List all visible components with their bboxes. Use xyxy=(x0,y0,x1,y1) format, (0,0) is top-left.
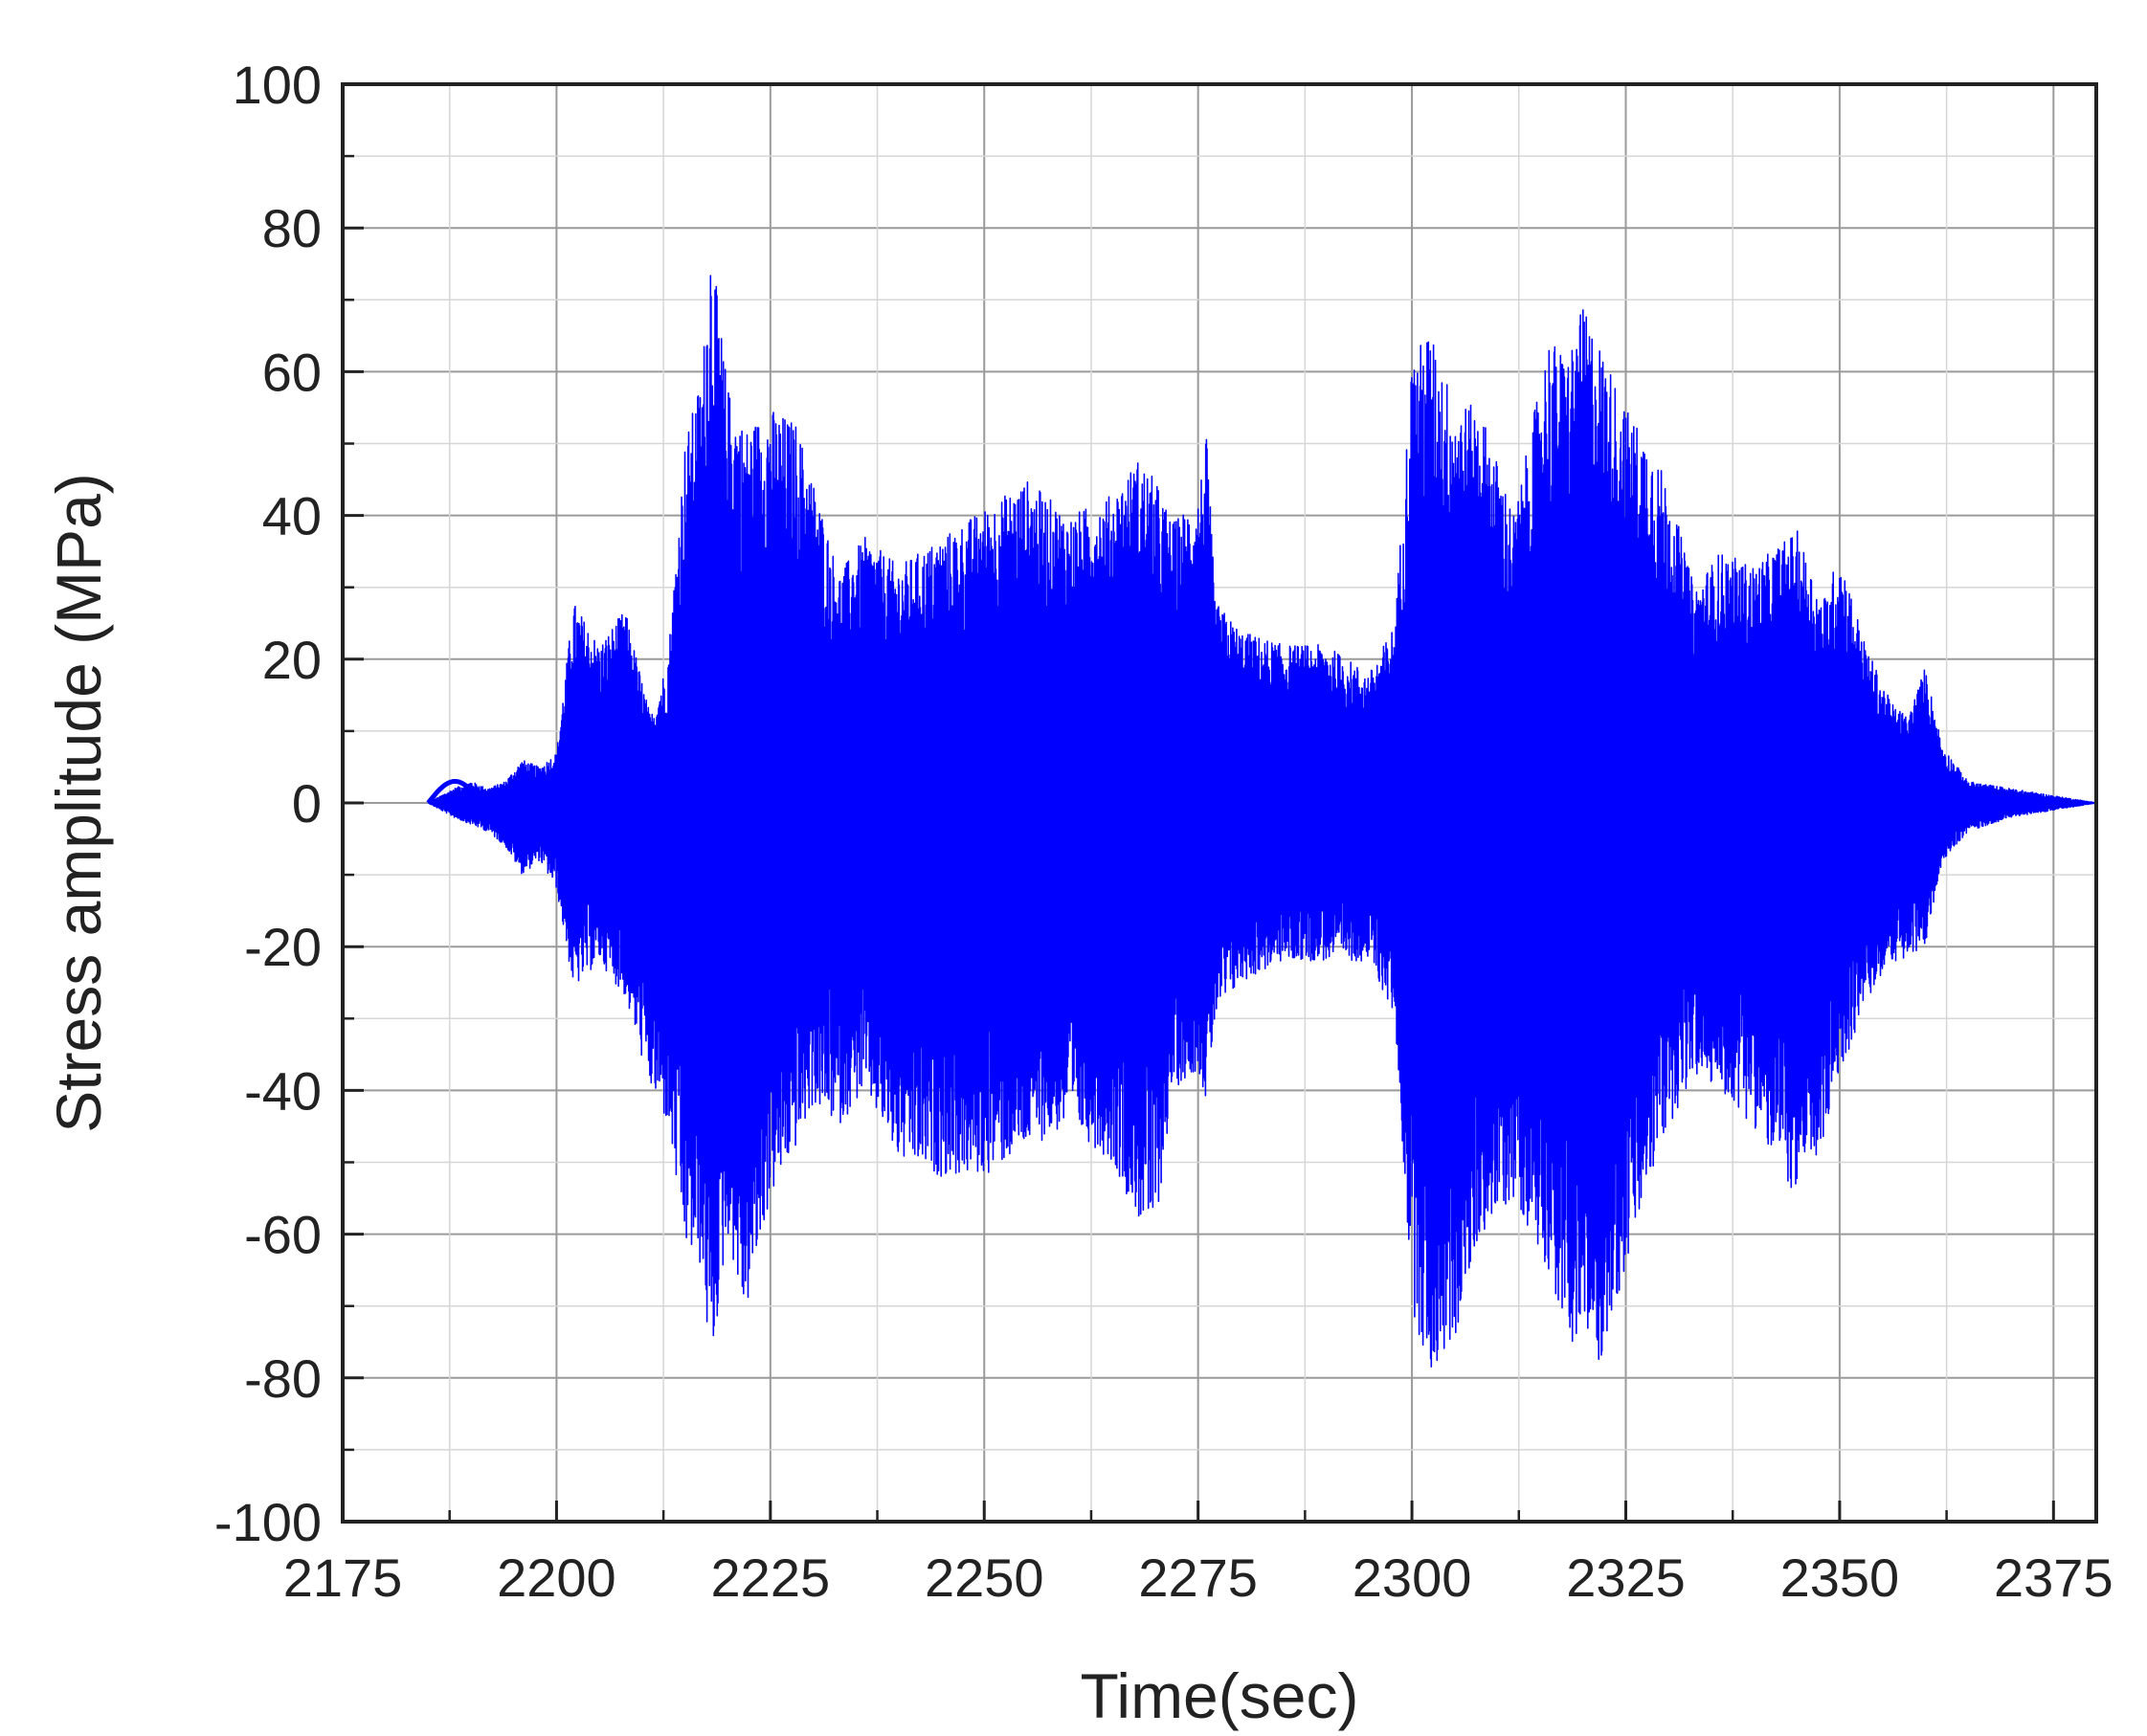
x-tick-label: 2375 xyxy=(1994,1547,2113,1608)
y-tick-label: -40 xyxy=(244,1060,322,1121)
x-tick-label: 2325 xyxy=(1566,1547,1686,1608)
signal-start-trace xyxy=(426,779,515,827)
y-tick-label: -100 xyxy=(214,1492,322,1552)
x-tick-label: 2250 xyxy=(925,1547,1044,1608)
x-tick-label: 2300 xyxy=(1353,1547,1472,1608)
x-tick-label: 2200 xyxy=(497,1547,616,1608)
signal-layer xyxy=(426,275,2097,1368)
y-tick-label: 60 xyxy=(262,342,322,402)
x-tick-label: 2275 xyxy=(1138,1547,1258,1608)
x-tick-label: 2350 xyxy=(1780,1547,1900,1608)
tick-marks xyxy=(341,82,2055,1524)
y-tick-label: -80 xyxy=(244,1348,322,1409)
y-tick-label: -60 xyxy=(244,1205,322,1265)
y-axis-title: Stress amplitude (MPa) xyxy=(43,473,114,1133)
x-tick-labels: 2175 2200 2225 2250 2275 2300 2325 2350 2375 xyxy=(283,1547,2113,1608)
y-tick-label: 20 xyxy=(262,630,322,690)
y-tick-label: 40 xyxy=(262,486,322,546)
x-axis-title: Time(sec) xyxy=(1081,1660,1359,1731)
y-tick-label: 100 xyxy=(233,55,322,115)
x-tick-label: 2225 xyxy=(711,1547,831,1608)
signal-trace xyxy=(427,275,2097,1368)
y-tick-label: 0 xyxy=(292,773,322,834)
y-tick-labels: -100 -80 -60 -40 -20 0 20 40 60 80 100 xyxy=(214,55,322,1552)
y-tick-label: -20 xyxy=(244,917,322,977)
x-tick-label: 2175 xyxy=(283,1547,403,1608)
y-tick-label: 80 xyxy=(262,198,322,258)
